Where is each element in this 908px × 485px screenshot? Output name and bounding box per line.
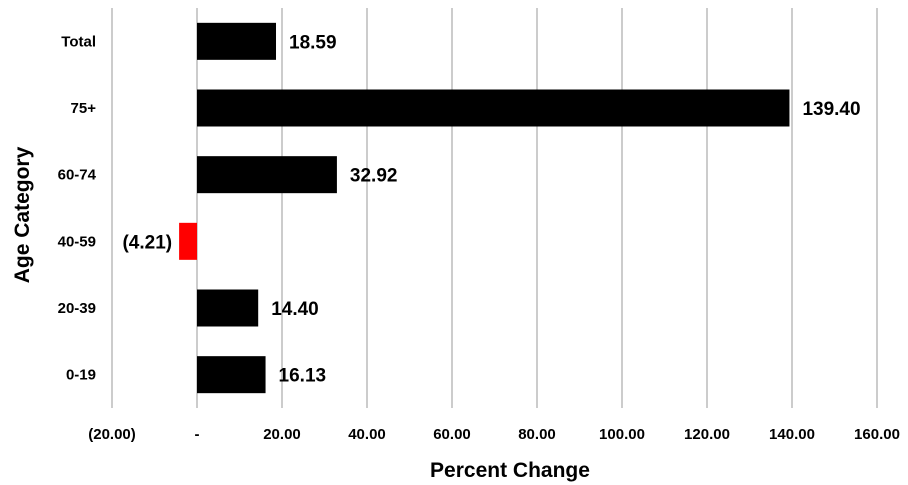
- data-label: 16.13: [279, 366, 327, 387]
- bar: [197, 156, 337, 194]
- category-label: 60-74: [58, 167, 97, 184]
- x-tick-label: 20.00: [263, 426, 301, 443]
- gridlines: [111, 8, 878, 408]
- x-tick-label: 160.00: [854, 426, 900, 443]
- category-label: 40-59: [58, 233, 96, 250]
- x-tick-label: 60.00: [433, 426, 471, 443]
- data-label: (4.21): [122, 232, 172, 253]
- data-label: 18.59: [289, 32, 337, 53]
- x-tick-label: 80.00: [518, 426, 556, 443]
- x-tick-label: 120.00: [684, 426, 730, 443]
- category-label: 75+: [71, 100, 97, 117]
- x-tick-label: 140.00: [769, 426, 815, 443]
- bar: [197, 356, 266, 394]
- x-tick-label: -: [195, 426, 200, 443]
- data-label: 14.40: [271, 299, 319, 320]
- category-label: 0-19: [66, 367, 96, 384]
- category-label: 20-39: [58, 300, 96, 317]
- x-tick-label: 40.00: [348, 426, 386, 443]
- value-labels: 18.59 139.40 32.92 (4.21) 14.40 16.13: [122, 32, 860, 386]
- x-axis-title: Percent Change: [430, 459, 590, 482]
- y-axis-title: Age Category: [11, 146, 34, 283]
- x-tick-label: (20.00): [88, 426, 136, 443]
- bar: [197, 89, 790, 127]
- category-label: Total: [61, 33, 96, 50]
- bars: [179, 22, 790, 394]
- bar: [179, 222, 197, 260]
- x-tick-label: 100.00: [599, 426, 645, 443]
- bar: [197, 289, 259, 327]
- category-labels: Total 75+ 60-74 40-59 20-39 0-19: [58, 33, 97, 383]
- data-label: 32.92: [350, 166, 398, 187]
- bar: [197, 22, 277, 60]
- data-label: 139.40: [802, 99, 860, 120]
- x-tick-labels: (20.00) - 20.00 40.00 60.00 80.00 100.00 120.00…: [88, 426, 900, 443]
